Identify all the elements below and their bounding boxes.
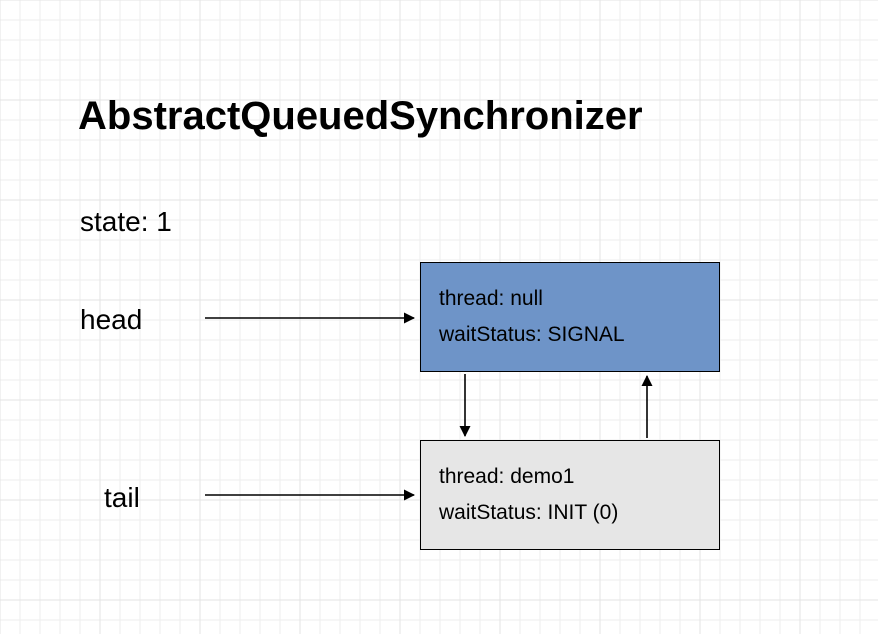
tail-node: thread: demo1 waitStatus: INIT (0) xyxy=(420,440,720,550)
tail-label: tail xyxy=(104,482,140,514)
tail-node-waitstatus: waitStatus: INIT (0) xyxy=(439,501,701,525)
head-label: head xyxy=(80,304,142,336)
head-node-waitstatus: waitStatus: SIGNAL xyxy=(439,323,701,347)
head-node: thread: null waitStatus: SIGNAL xyxy=(420,262,720,372)
head-node-thread: thread: null xyxy=(439,287,701,311)
diagram-title: AbstractQueuedSynchronizer xyxy=(78,94,643,139)
diagram-canvas: AbstractQueuedSynchronizer state: 1 head… xyxy=(0,0,878,634)
state-label: state: 1 xyxy=(80,206,172,238)
tail-node-thread: thread: demo1 xyxy=(439,465,701,489)
